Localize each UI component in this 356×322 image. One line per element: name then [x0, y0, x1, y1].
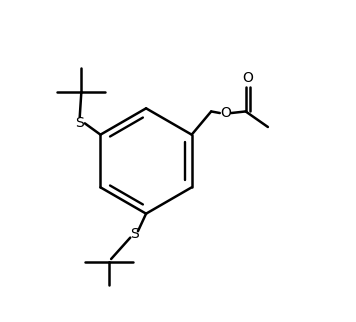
Text: S: S: [130, 227, 138, 242]
Text: O: O: [242, 71, 253, 85]
Text: S: S: [75, 116, 84, 130]
Text: O: O: [220, 106, 231, 120]
